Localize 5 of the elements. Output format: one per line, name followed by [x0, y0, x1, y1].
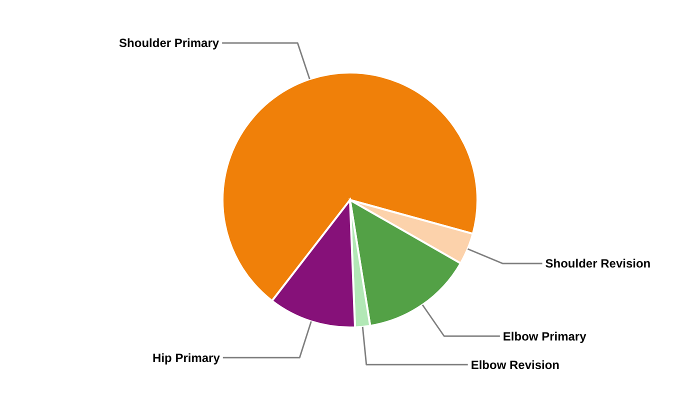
slice-label: Elbow Primary [502, 329, 587, 344]
slice-label: Shoulder Revision [545, 256, 651, 271]
slice-label: Elbow Revision [470, 358, 560, 372]
slice-label: Hip Primary [152, 350, 220, 365]
slice-label: Shoulder Primary [119, 36, 220, 50]
